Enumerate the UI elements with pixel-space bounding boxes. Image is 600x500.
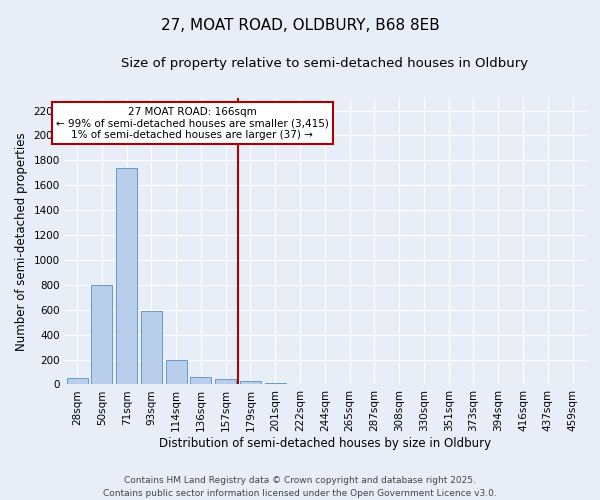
X-axis label: Distribution of semi-detached houses by size in Oldbury: Distribution of semi-detached houses by … <box>159 437 491 450</box>
Bar <box>116 168 137 384</box>
Bar <box>265 382 286 384</box>
Title: Size of property relative to semi-detached houses in Oldbury: Size of property relative to semi-detach… <box>121 58 529 70</box>
Bar <box>141 311 162 384</box>
Bar <box>190 377 211 384</box>
Y-axis label: Number of semi-detached properties: Number of semi-detached properties <box>15 132 28 350</box>
Text: 27, MOAT ROAD, OLDBURY, B68 8EB: 27, MOAT ROAD, OLDBURY, B68 8EB <box>161 18 439 32</box>
Bar <box>166 360 187 384</box>
Bar <box>67 378 88 384</box>
Text: Contains HM Land Registry data © Crown copyright and database right 2025.
Contai: Contains HM Land Registry data © Crown c… <box>103 476 497 498</box>
Bar <box>91 285 112 384</box>
Bar <box>215 380 236 384</box>
Bar <box>240 382 261 384</box>
Text: 27 MOAT ROAD: 166sqm
← 99% of semi-detached houses are smaller (3,415)
1% of sem: 27 MOAT ROAD: 166sqm ← 99% of semi-detac… <box>56 106 329 140</box>
